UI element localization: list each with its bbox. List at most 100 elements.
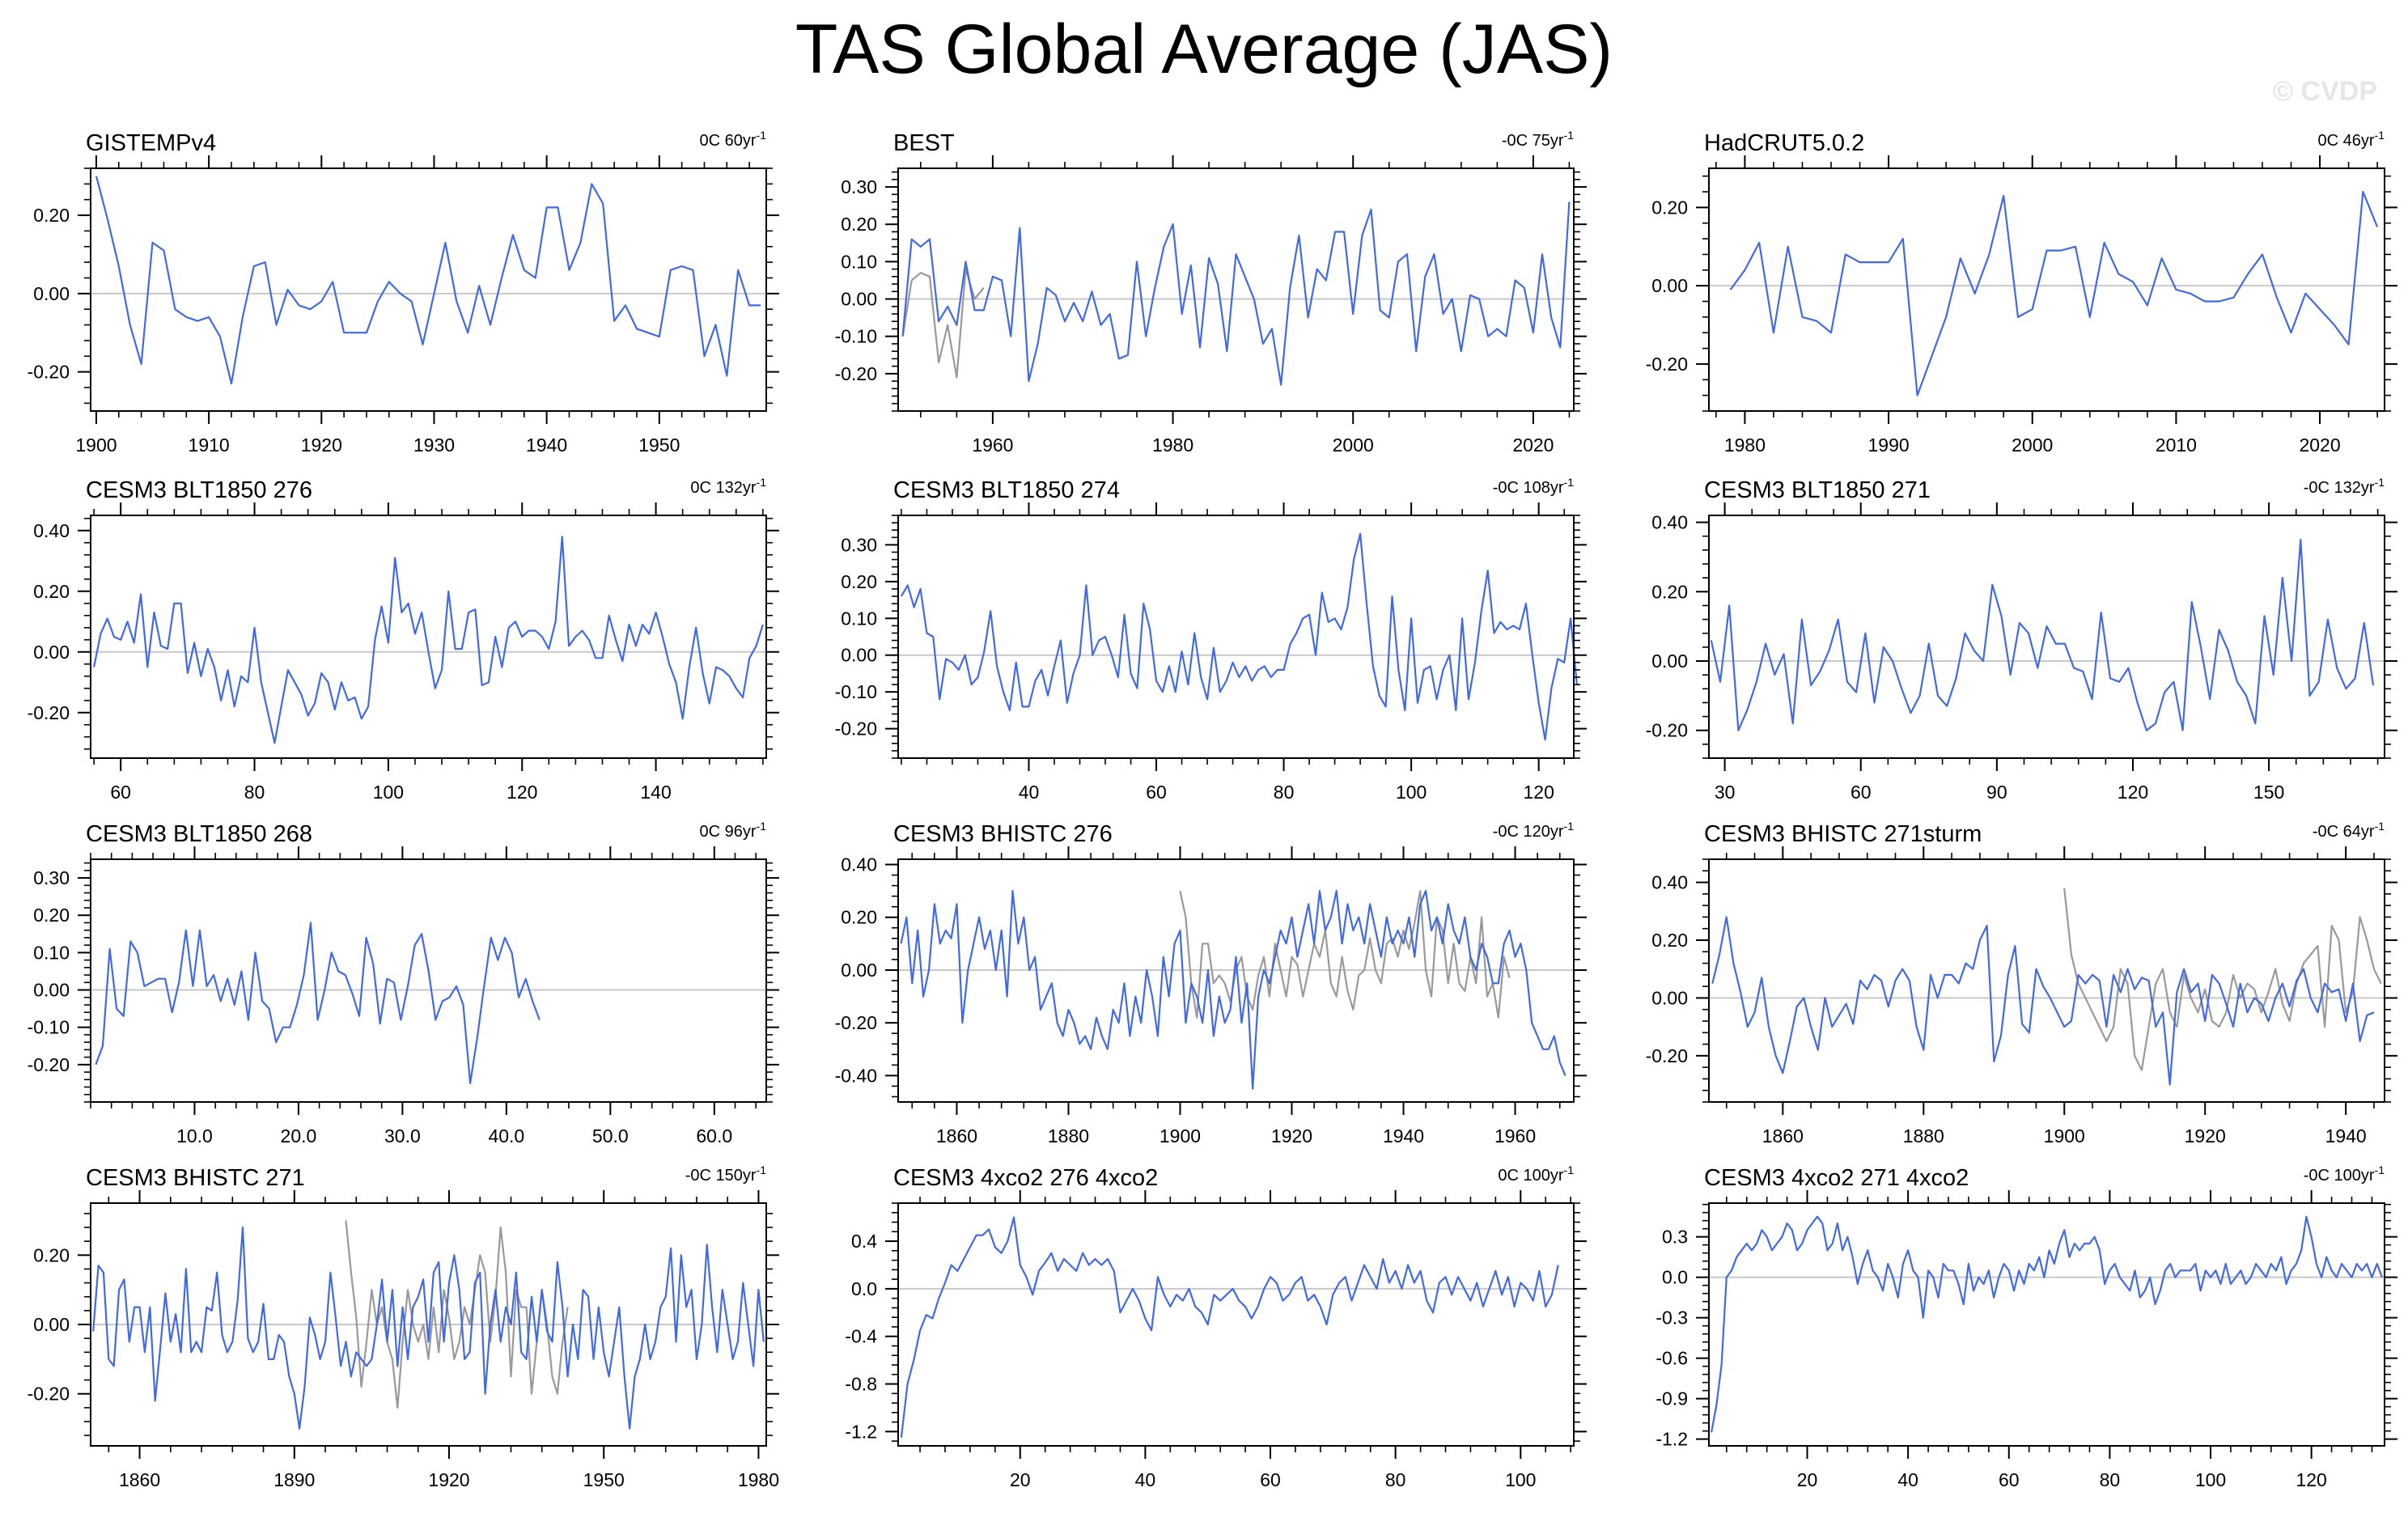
- trend-text: 0C 46yr: [2318, 132, 2375, 150]
- x-tick-label: 1900: [2044, 1125, 2085, 1146]
- panel-2: 1960 1980 2000 2020 -0.20 -0.10 0.00 0.10 0.20 0.…: [835, 129, 1587, 456]
- series-line-1: [1729, 190, 2379, 396]
- x-tick-label: 80: [1385, 1469, 1406, 1490]
- y-tick-label: -1.2: [1656, 1429, 1688, 1450]
- x-tick-label: 1880: [1048, 1125, 1089, 1146]
- x-tick-label: 1920: [301, 434, 342, 456]
- trend-annotation: 0C 100yr-1: [1498, 1163, 1574, 1185]
- trend-text: 0C 96yr: [700, 823, 757, 841]
- y-tick-label: -0.40: [835, 1065, 877, 1086]
- y-tick-label: 0.00: [841, 289, 877, 310]
- y-tick-label: -0.20: [835, 363, 877, 384]
- panel-title: CESM3 BHISTC 271: [86, 1165, 305, 1191]
- y-tick-label: 0.10: [841, 251, 877, 272]
- x-tick-label: 90: [1986, 782, 2007, 803]
- series-line-1: [1711, 1215, 2383, 1433]
- trend-text: -0C 100yr: [2304, 1167, 2375, 1185]
- panel-11: 20 40 60 80 100 -1.2 -0.8 -0.4 0.0 0.4 CESM3 4xco2…: [845, 1163, 1587, 1490]
- plot-frame: [897, 515, 1575, 759]
- trend-annotation: -0C 120yr-1: [1493, 820, 1574, 841]
- y-tick-label: -0.10: [835, 326, 877, 347]
- x-tick-label: 140: [640, 782, 671, 803]
- trend-exponent: -1: [1564, 476, 1575, 489]
- x-tick-label: 60: [1851, 782, 1872, 803]
- plot-frame: [90, 167, 767, 412]
- y-tick-label: -0.9: [1656, 1388, 1688, 1409]
- plot-frame: [897, 1202, 1575, 1447]
- y-tick-label: 0.20: [841, 907, 877, 928]
- x-tick-label: 1950: [583, 1469, 625, 1490]
- y-tick-label: -1.2: [845, 1421, 877, 1442]
- x-tick-label: 1940: [2325, 1125, 2367, 1146]
- y-tick-label: 0.40: [33, 520, 70, 541]
- y-tick-label: 0.00: [33, 980, 70, 1001]
- y-tick-label: 0.20: [841, 571, 877, 592]
- x-tick-label: 2000: [1333, 434, 1374, 456]
- series-line-1: [900, 1216, 1559, 1438]
- y-tick-label: 0.00: [33, 1314, 70, 1335]
- plot-frame: [90, 858, 767, 1103]
- panel-6: 30 60 90 120 150 -0.20 0.00 0.20 0.40 CESM3 BLT18…: [1646, 476, 2397, 803]
- x-tick-label: 1960: [972, 434, 1013, 456]
- trend-text: 0C 132yr: [690, 479, 756, 497]
- x-tick-label: 1950: [638, 434, 680, 456]
- trend-text: -0C 64yr: [2313, 823, 2375, 841]
- plot-frame: [1708, 858, 2385, 1103]
- x-tick-label: 60: [110, 782, 131, 803]
- trend-exponent: -1: [757, 820, 767, 833]
- series-line-1: [1710, 538, 2375, 731]
- x-tick-label: 1980: [738, 1469, 779, 1490]
- x-tick-label: 2010: [2156, 434, 2197, 456]
- panel-12: 20 40 60 80 100 120 -1.2 -0.9 -0.6 -0.3 0.0 0.3 CESM…: [1656, 1163, 2397, 1490]
- x-tick-label: 1990: [1867, 434, 1909, 456]
- trend-exponent: -1: [2375, 476, 2385, 489]
- panel-title: CESM3 BLT1850 276: [86, 477, 312, 503]
- panel-title: CESM3 4xco2 271 4xco2: [1704, 1165, 1969, 1191]
- series-line-1: [95, 176, 761, 385]
- x-tick-label: 20.0: [281, 1125, 317, 1146]
- y-tick-label: -0.3: [1656, 1307, 1688, 1329]
- y-tick-label: 0.40: [1651, 512, 1688, 533]
- trend-text: -0C 132yr: [2304, 479, 2375, 497]
- x-tick-label: 100: [373, 782, 404, 803]
- y-tick-label: 0.00: [841, 645, 877, 666]
- y-tick-label: -0.20: [1646, 720, 1688, 741]
- x-tick-label: 1880: [1903, 1125, 1944, 1146]
- panel-title: CESM3 BLT1850 274: [893, 477, 1120, 503]
- x-tick-label: 1980: [1152, 434, 1193, 456]
- panel-5: 40 60 80 100 120 -0.20 -0.10 0.00 0.10 0.20 0.30 CE…: [835, 476, 1587, 803]
- panel-title: CESM3 4xco2 276 4xco2: [893, 1165, 1158, 1191]
- panel-title: BEST: [893, 130, 955, 156]
- x-tick-label: 40: [1019, 782, 1040, 803]
- trend-annotation: 0C 46yr-1: [2318, 129, 2385, 150]
- x-tick-label: 40: [1135, 1469, 1156, 1490]
- y-tick-label: 0.30: [841, 176, 877, 197]
- y-tick-label: 0.0: [1662, 1267, 1688, 1288]
- x-tick-label: 1920: [2185, 1125, 2226, 1146]
- x-tick-label: 80: [244, 782, 265, 803]
- x-tick-label: 60: [1999, 1469, 2020, 1490]
- y-tick-label: 0.40: [1651, 872, 1688, 893]
- x-tick-label: 120: [507, 782, 537, 803]
- x-tick-label: 1920: [1271, 1125, 1312, 1146]
- x-tick-label: 60: [1146, 782, 1167, 803]
- trend-text: -0C 150yr: [685, 1167, 757, 1185]
- trend-text: -0C 120yr: [1493, 823, 1564, 841]
- trend-exponent: -1: [1564, 129, 1575, 142]
- trend-annotation: -0C 150yr-1: [685, 1163, 766, 1185]
- trend-annotation: 0C 96yr-1: [700, 820, 767, 841]
- x-tick-label: 40: [1897, 1469, 1918, 1490]
- y-tick-label: -0.20: [1646, 354, 1688, 375]
- plot-frame: [1708, 515, 2385, 759]
- y-tick-label: 0.3: [1662, 1227, 1688, 1248]
- plot-frame: [1708, 1202, 2385, 1447]
- y-tick-label: 0.20: [33, 905, 70, 926]
- panel-3: 1980 1990 2000 2010 2020 -0.20 0.00 0.20 HadCRUT…: [1646, 129, 2397, 456]
- y-tick-label: -0.20: [28, 1054, 70, 1075]
- trend-annotation: -0C 132yr-1: [2304, 476, 2385, 497]
- x-tick-label: 150: [2253, 782, 2284, 803]
- trend-annotation: -0C 108yr-1: [1493, 476, 1574, 497]
- y-tick-label: 0.00: [33, 283, 70, 304]
- panel-title: GISTEMPv4: [86, 130, 216, 156]
- series-line-2: [92, 1226, 765, 1430]
